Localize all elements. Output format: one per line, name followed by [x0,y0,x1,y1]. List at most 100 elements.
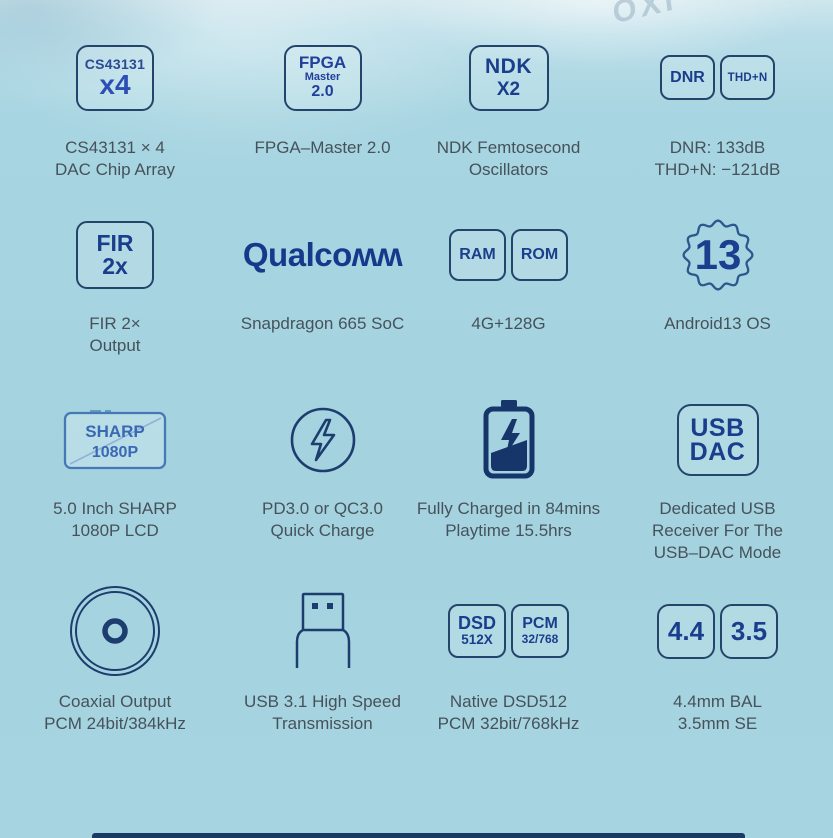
caption-usb-dac: Dedicated USB Receiver For The USB–DAC M… [652,498,783,564]
caption-line: Output [89,336,141,355]
feature-dnr-thdn: DNR THD+N DNR: 133dB THD+N: −121dB [602,30,833,205]
icon-zone: FPGA Master 2.0 [283,30,362,125]
chip-count-label: x4 [99,69,131,101]
feature-ndk: NDK X2 NDK Femtosecond Oscillators [415,30,602,205]
fpga-icon: FPGA Master 2.0 [283,44,362,111]
icon-zone: 4.4 3.5 [657,580,778,682]
caption-coaxial: Coaxial Output PCM 24bit/384kHz [44,691,186,735]
caption-line: CS43131 × 4 [65,138,165,157]
caption-dnr-thdn: DNR: 133dB THD+N: −121dB [655,137,781,181]
caption-line: 4G+128G [471,314,546,333]
caption-line: Coaxial Output [58,692,172,711]
sharp-label: SHARP [85,422,145,441]
cs43131-chip-icon: CS43131 x4 [76,44,154,111]
feature-memory: RAM ROM 4G+128G [415,205,602,390]
caption-battery: Fully Charged in 84mins Playtime 15.5hrs [417,498,600,542]
lightning-icon [310,418,335,462]
ndk-oscillator-icon: NDK X2 [468,44,549,111]
dsd-label: DSD [457,613,496,634]
caption-fir: FIR 2× Output [89,313,141,357]
thdn-label: THD+N [727,71,768,84]
caption-line: DNR: 133dB [669,138,766,157]
ram-icon: RAM [449,229,506,281]
caption-line: Receiver For The [651,521,783,540]
rom-label: ROM [520,246,559,263]
caption-android: Android13 OS [664,313,771,335]
caption-memory: 4G+128G [471,313,545,335]
ndk-label: NDK [485,55,532,79]
rom-icon: ROM [511,229,568,281]
caption-line: Transmission [272,714,373,733]
icon-zone: USB DAC [676,390,759,490]
caption-usb3: USB 3.1 High Speed Transmission [244,691,401,735]
caption-line: PCM 32bit/768kHz [437,714,580,733]
caption-line: PD3.0 or QC3.0 [262,499,383,518]
feature-battery: Fully Charged in 84mins Playtime 15.5hrs [415,390,602,580]
usb-label: USB [690,413,745,442]
caption-line: 3.5mm SE [677,714,758,733]
jack-44-icon: 4.4 [657,603,715,659]
feature-fir: FIR 2x FIR 2× Output [0,205,230,390]
icon-zone: NDK X2 [468,30,549,125]
feature-grid: CS43131 x4 CS43131 × 4 DAC Chip Array FP… [0,30,833,770]
dsd-icon: DSD 512X [448,604,506,658]
caption-line: 5.0 Inch SHARP [53,499,177,518]
background-watermark: OXI [610,0,679,31]
icon-zone: SHARP 1080P [62,390,168,490]
icon-zone: 13 [680,205,756,305]
caption-line: Playtime 15.5hrs [445,521,572,540]
pcm-label: PCM [522,615,558,633]
quick-charge-icon [290,407,355,473]
usb-plug-icon [295,592,350,668]
battery-level-fill [490,440,527,471]
fir-label: FIR [96,229,134,256]
caption-line: Dedicated USB [659,499,776,518]
dnr-icon: DNR [660,55,715,100]
pcm-icon: PCM 32/768 [511,604,569,658]
icon-zone: RAM ROM [449,205,568,305]
icon-zone [291,580,355,682]
feature-cs43131: CS43131 x4 CS43131 × 4 DAC Chip Array [0,30,230,205]
caption-line: Android13 OS [664,314,771,333]
pcm-rate-label: 32/768 [521,632,559,647]
feature-lcd: SHARP 1080P 5.0 Inch SHARP 1080P LCD [0,390,230,580]
dnr-label: DNR [670,68,705,86]
fir-2x-label: 2x [102,253,128,279]
fpga-version-label: 2.0 [311,82,334,100]
caption-jacks: 4.4mm BAL 3.5mm SE [673,691,762,735]
chip-name-label: CS43131 [84,56,146,73]
feature-android: 13 Android13 OS [602,205,833,390]
lightning-icon [500,419,520,455]
feature-jacks: 4.4 3.5 4.4mm BAL 3.5mm SE [602,580,833,770]
caption-lcd: 5.0 Inch SHARP 1080P LCD [53,498,177,542]
caption-line: 1080P LCD [71,521,159,540]
feature-quick-charge: PD3.0 or QC3.0 Quick Charge [230,390,415,580]
icon-zone: DNR THD+N [660,30,775,125]
feature-dsd-pcm: DSD 512X PCM 32/768 Native DSD512 PCM 32… [415,580,602,770]
feature-usb3: USB 3.1 High Speed Transmission [230,580,415,770]
caption-line: PCM 24bit/384kHz [44,714,186,733]
battery-icon [483,400,534,479]
icon-zone [68,580,162,682]
caption-dsd-pcm: Native DSD512 PCM 32bit/768kHz [438,691,580,735]
icon-zone: DSD 512X PCM 32/768 [448,580,569,682]
caption-line: NDK Femtosecond [436,138,581,157]
caption-line: FIR 2× [89,314,141,333]
fpga-master-label: Master [304,71,341,84]
feature-fpga: FPGA Master 2.0 FPGA–Master 2.0 [230,30,415,205]
icon-zone: Qualcoʍʍ [243,205,403,305]
device-top-edge [92,833,745,838]
thdn-icon: THD+N [720,55,775,100]
caption-line: Oscillators [468,160,549,179]
caption-line: Snapdragon 665 SoC [240,314,405,333]
android-version-label: 13 [694,231,741,278]
jack-44-label: 4.4 [667,615,705,646]
jack-35-label: 3.5 [730,615,768,646]
icon-zone [289,390,357,490]
caption-line: THD+N: −121dB [654,160,781,179]
caption-line: Fully Charged in 84mins [416,499,601,518]
caption-line: Native DSD512 [449,692,568,711]
caption-line: Quick Charge [270,521,375,540]
fir-icon: FIR 2x [76,221,154,289]
